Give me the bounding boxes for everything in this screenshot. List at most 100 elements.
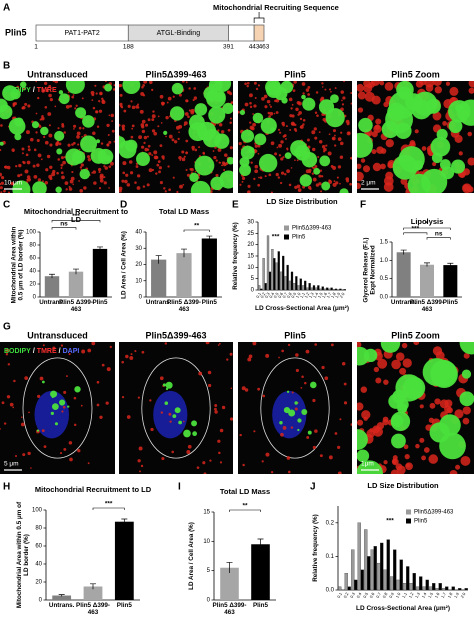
mito xyxy=(306,436,310,439)
mito xyxy=(257,387,261,391)
mito xyxy=(215,159,218,162)
x-tick-label: Plin5 xyxy=(201,299,217,306)
mito xyxy=(57,127,60,130)
mito xyxy=(131,124,135,128)
mito xyxy=(111,129,115,133)
mito xyxy=(341,99,343,102)
mito xyxy=(183,155,186,158)
mito xyxy=(49,177,53,181)
histogram-bar xyxy=(416,586,420,591)
image-title: Untransduced xyxy=(27,69,88,79)
mito xyxy=(252,113,255,115)
lipid-droplet xyxy=(422,358,451,387)
histogram-bar xyxy=(425,579,429,591)
mito xyxy=(242,463,245,467)
domain xyxy=(228,24,255,42)
mito xyxy=(444,405,452,414)
mito xyxy=(357,342,362,348)
mito xyxy=(321,82,324,85)
mito xyxy=(321,144,326,149)
histogram-bar xyxy=(312,285,316,291)
x-tick-label: 0.1 xyxy=(336,591,343,599)
mito xyxy=(103,181,107,185)
mito xyxy=(468,81,474,88)
mito xyxy=(264,105,268,109)
mito xyxy=(278,143,283,148)
mito xyxy=(0,191,3,193)
lipid-droplet xyxy=(297,418,302,423)
mito xyxy=(153,131,157,136)
mito xyxy=(313,127,317,131)
x-tick-label: Untrans. xyxy=(390,299,417,306)
y-tick-label: 80 xyxy=(35,526,42,532)
lipid-droplet xyxy=(302,97,316,111)
mito xyxy=(250,161,253,164)
y-tick-label: 5 xyxy=(207,568,211,574)
mito xyxy=(376,146,384,154)
stain-label: BODIPY xyxy=(4,348,31,355)
mito xyxy=(49,98,53,102)
histogram-bar xyxy=(360,569,364,591)
lipid-droplet xyxy=(430,136,451,157)
lipid-droplet xyxy=(252,112,264,124)
x-tick-label: 1.7 xyxy=(325,291,332,299)
micrograph xyxy=(119,342,233,474)
mito xyxy=(109,161,114,166)
mito xyxy=(312,398,316,403)
mito xyxy=(278,356,280,359)
mito xyxy=(254,169,259,174)
mito xyxy=(159,181,163,185)
mito xyxy=(94,84,97,87)
mito xyxy=(306,138,310,142)
x-tick-label: Plin5 xyxy=(92,299,108,306)
lipid-droplet xyxy=(385,105,414,134)
lipid-droplet xyxy=(183,429,191,438)
mito xyxy=(270,105,273,108)
mito xyxy=(202,151,205,155)
mito xyxy=(287,470,291,474)
micrograph xyxy=(238,342,352,474)
mito xyxy=(21,147,25,151)
lipid-droplet xyxy=(178,420,183,425)
mito xyxy=(27,177,31,182)
mito xyxy=(48,133,53,138)
stain-label: BODIPY xyxy=(4,87,31,94)
mito xyxy=(462,417,470,425)
y-axis-label: Glycerol Release (F.I.) Expt Normalized xyxy=(362,236,376,303)
mito xyxy=(290,107,293,110)
mito xyxy=(285,137,287,140)
mito xyxy=(79,166,83,169)
scale-label: 2 μm xyxy=(361,180,376,187)
mito xyxy=(289,114,293,118)
mito xyxy=(181,150,185,154)
error-bar xyxy=(97,246,103,251)
mito xyxy=(405,463,410,468)
mito xyxy=(12,102,16,106)
lipid-droplet xyxy=(79,168,90,180)
mito xyxy=(108,165,112,168)
mito xyxy=(172,95,175,98)
histogram-bar xyxy=(377,562,381,591)
legend-label: Plin5Δ399-463 xyxy=(292,226,332,232)
residue-tick: 391 xyxy=(223,44,234,51)
mito xyxy=(360,386,368,393)
bar xyxy=(52,595,72,600)
mito xyxy=(330,343,334,347)
mito xyxy=(295,107,299,112)
mito xyxy=(165,135,167,138)
mito xyxy=(193,96,198,100)
mito xyxy=(270,191,273,193)
mito xyxy=(137,459,141,463)
mito xyxy=(143,141,146,145)
lipid-droplet xyxy=(54,422,59,426)
lipid-droplet xyxy=(214,81,232,92)
mito xyxy=(267,111,271,115)
mito xyxy=(423,447,430,453)
mito xyxy=(185,168,188,172)
lipid-droplet xyxy=(270,127,276,132)
mito xyxy=(142,185,146,188)
mito xyxy=(44,106,48,109)
histogram-bar xyxy=(297,285,300,291)
mito xyxy=(323,147,327,152)
